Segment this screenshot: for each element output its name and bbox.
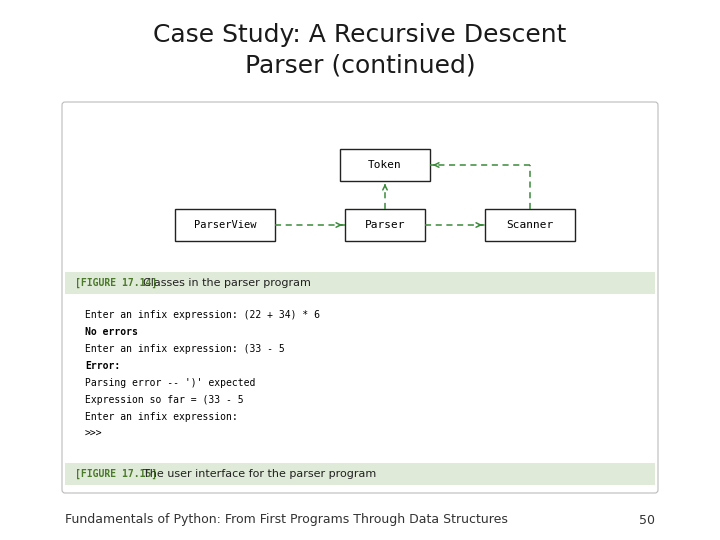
Text: The user interface for the parser program: The user interface for the parser progra… xyxy=(143,469,377,479)
Bar xyxy=(340,149,430,181)
Text: ParserView: ParserView xyxy=(194,220,256,230)
Text: [FIGURE 17.15]: [FIGURE 17.15] xyxy=(75,469,157,479)
Text: Error:: Error: xyxy=(85,361,120,371)
Text: 50: 50 xyxy=(639,514,655,526)
Bar xyxy=(345,209,425,241)
Bar xyxy=(65,272,655,294)
Text: Case Study: A Recursive Descent
Parser (continued): Case Study: A Recursive Descent Parser (… xyxy=(153,23,567,77)
Bar xyxy=(485,209,575,241)
Text: >>>: >>> xyxy=(85,429,103,439)
FancyBboxPatch shape xyxy=(62,102,658,493)
Text: Enter an infix expression:: Enter an infix expression: xyxy=(85,412,238,422)
Text: Scanner: Scanner xyxy=(506,220,554,230)
Text: Expression so far = (33 - 5: Expression so far = (33 - 5 xyxy=(85,395,243,405)
Text: Enter an infix expression: (33 - 5: Enter an infix expression: (33 - 5 xyxy=(85,344,284,354)
Text: [FIGURE 17.14]: [FIGURE 17.14] xyxy=(75,278,157,288)
Text: Parsing error -- ')' expected: Parsing error -- ')' expected xyxy=(85,378,256,388)
Text: No errors: No errors xyxy=(85,327,138,337)
Bar xyxy=(65,463,655,485)
Text: Parser: Parser xyxy=(365,220,405,230)
Text: Token: Token xyxy=(368,160,402,170)
Bar xyxy=(175,209,275,241)
Text: Enter an infix expression: (22 + 34) * 6: Enter an infix expression: (22 + 34) * 6 xyxy=(85,310,320,320)
Text: Classes in the parser program: Classes in the parser program xyxy=(143,278,311,288)
Text: Fundamentals of Python: From First Programs Through Data Structures: Fundamentals of Python: From First Progr… xyxy=(65,514,508,526)
